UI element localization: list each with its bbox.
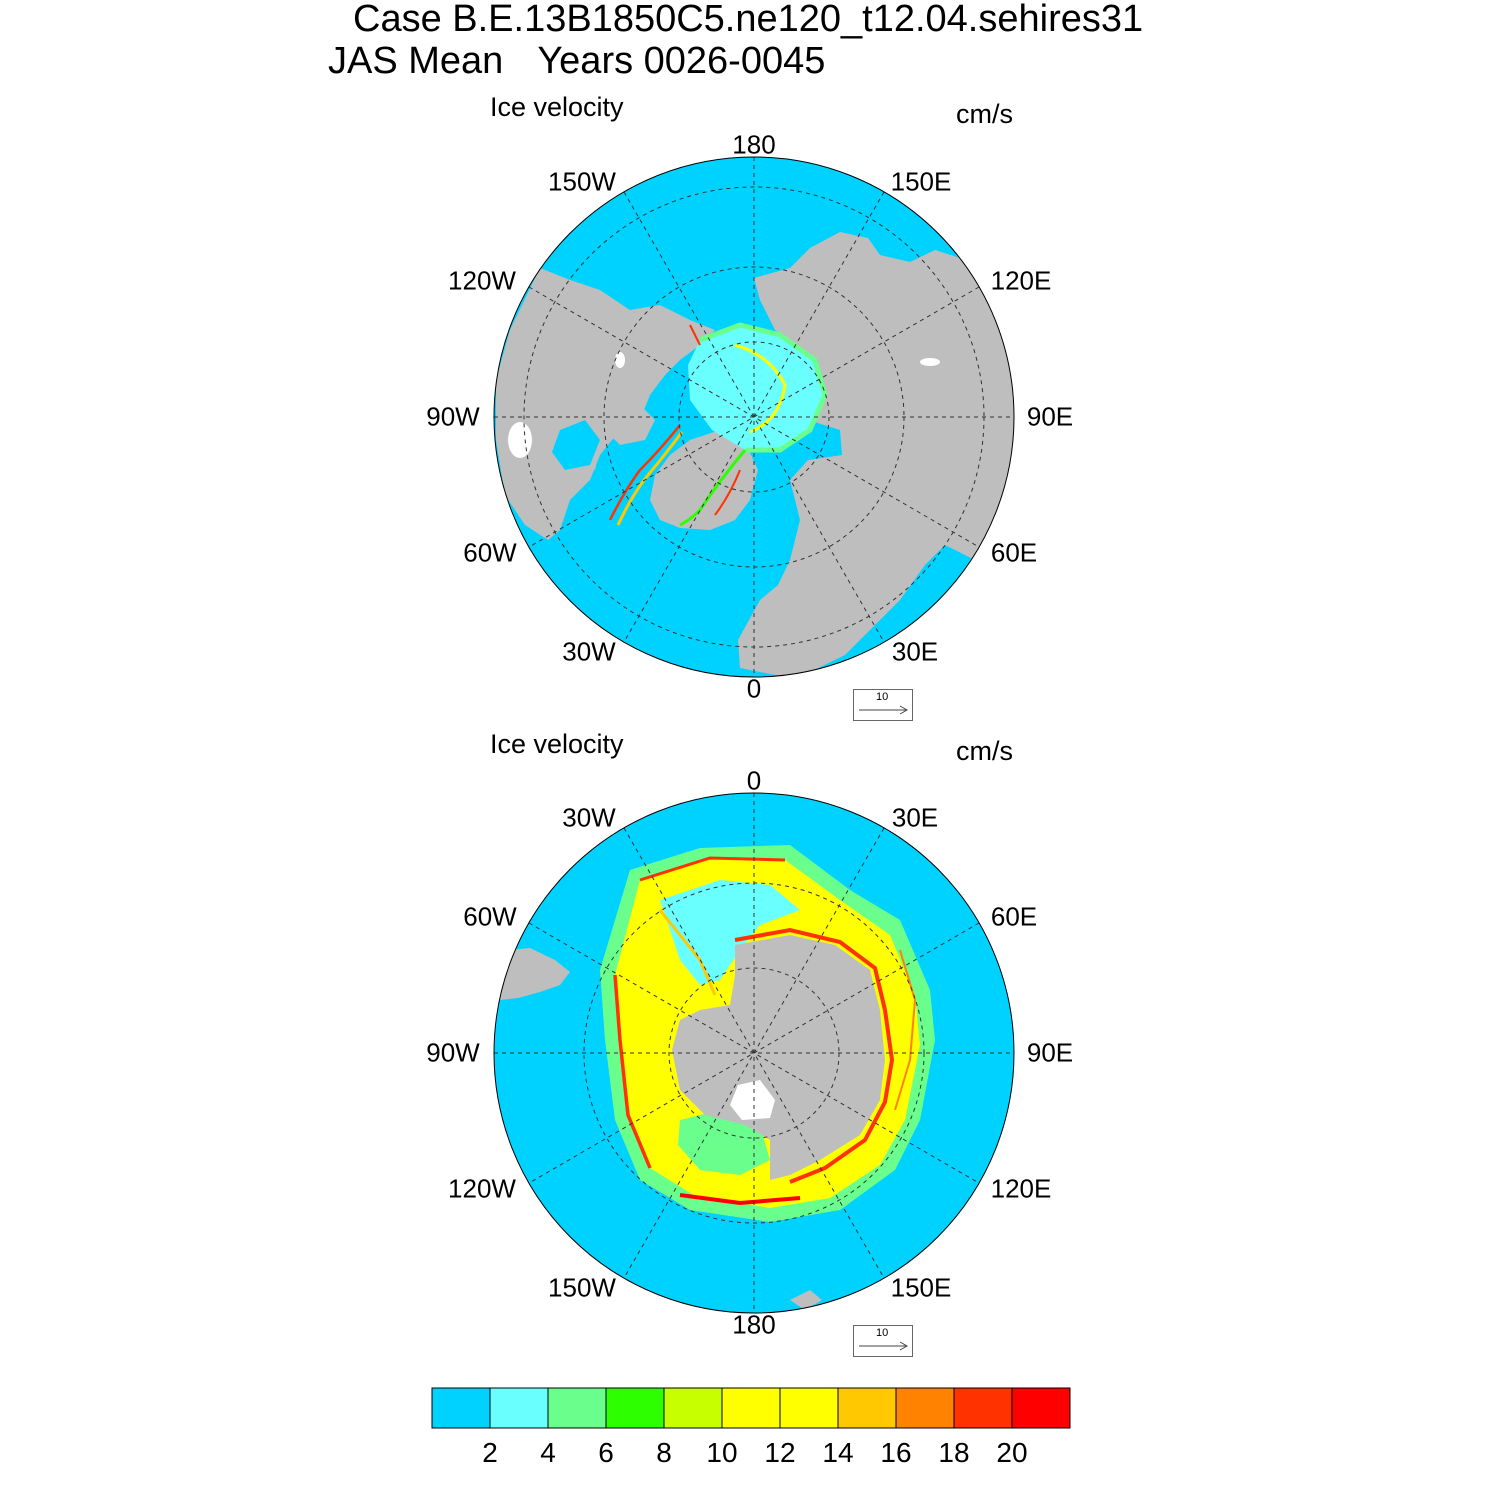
north-lon-label-30w: 30W — [562, 636, 616, 667]
north-lon-label-150w: 150W — [548, 166, 616, 197]
north-polar-map — [493, 156, 1015, 678]
north-lon-label-90e: 90E — [1026, 401, 1074, 432]
south-polar-map — [493, 792, 1015, 1314]
north-lon-label-90w: 90W — [426, 401, 480, 432]
antarctic-sea-ice — [600, 845, 935, 1222]
north-lon-label-120e: 120E — [990, 265, 1052, 296]
north-map-border — [493, 156, 1015, 678]
season-label: JAS Mean — [328, 40, 504, 82]
south-panel-units: cm/s — [956, 736, 1013, 766]
north-graticule — [494, 157, 1014, 677]
reference-arrow-icon — [859, 705, 909, 715]
north-panel-units: cm/s — [956, 99, 1013, 129]
south-lon-label-0: 0 — [746, 765, 762, 796]
arctic-sea-ice — [608, 322, 828, 527]
north-panel-title: Ice velocity — [490, 92, 624, 122]
south-lon-label-30w: 30W — [562, 802, 616, 833]
south-lon-label-150w: 150W — [548, 1272, 616, 1303]
north-lon-label-180: 180 — [732, 129, 776, 160]
south-lon-label-150e: 150E — [890, 1272, 952, 1303]
south-lon-label-120e: 120E — [990, 1173, 1052, 1204]
case-title: Case B.E.13B1850C5.ne120_t12.04.sehires3… — [353, 0, 1144, 40]
north-lon-label-60e: 60E — [990, 537, 1038, 568]
south-lon-label-90e: 90E — [1026, 1037, 1074, 1068]
new-zealand-landmass — [790, 1290, 822, 1310]
antarctica-landmass — [672, 935, 885, 1180]
north-reference-vector-label: 10 — [876, 691, 889, 703]
south-panel-title: Ice velocity — [490, 729, 624, 759]
south-lon-label-120w: 120W — [448, 1173, 516, 1204]
north-reference-vector: 10 — [853, 689, 913, 721]
north-lon-label-0: 0 — [746, 673, 762, 704]
eurasia-landmass — [738, 232, 1014, 676]
north-lon-label-150e: 150E — [890, 166, 952, 197]
period-title: JAS Mean Years 0026-0045 — [328, 40, 825, 83]
south-reference-vector-label: 10 — [876, 1327, 889, 1339]
south-america-landmass — [496, 948, 570, 1000]
south-lon-label-180: 180 — [732, 1309, 776, 1340]
south-map-border — [493, 792, 1015, 1314]
greenland-landmass — [650, 430, 758, 530]
north-lon-label-30e: 30E — [891, 636, 939, 667]
south-lon-label-30e: 30E — [891, 802, 939, 833]
reference-arrow-icon — [859, 1341, 909, 1351]
south-lon-label-60e: 60E — [990, 901, 1038, 932]
south-lon-label-60w: 60W — [463, 901, 517, 932]
north-lon-label-120w: 120W — [448, 265, 516, 296]
south-lon-label-90w: 90W — [426, 1037, 480, 1068]
south-reference-vector: 10 — [853, 1325, 913, 1357]
hudson-bay — [552, 420, 600, 470]
ice-shelf — [730, 1080, 775, 1120]
south-graticule — [494, 793, 1014, 1313]
north-lon-label-60w: 60W — [463, 537, 517, 568]
years-label: Years 0026-0045 — [537, 40, 826, 82]
